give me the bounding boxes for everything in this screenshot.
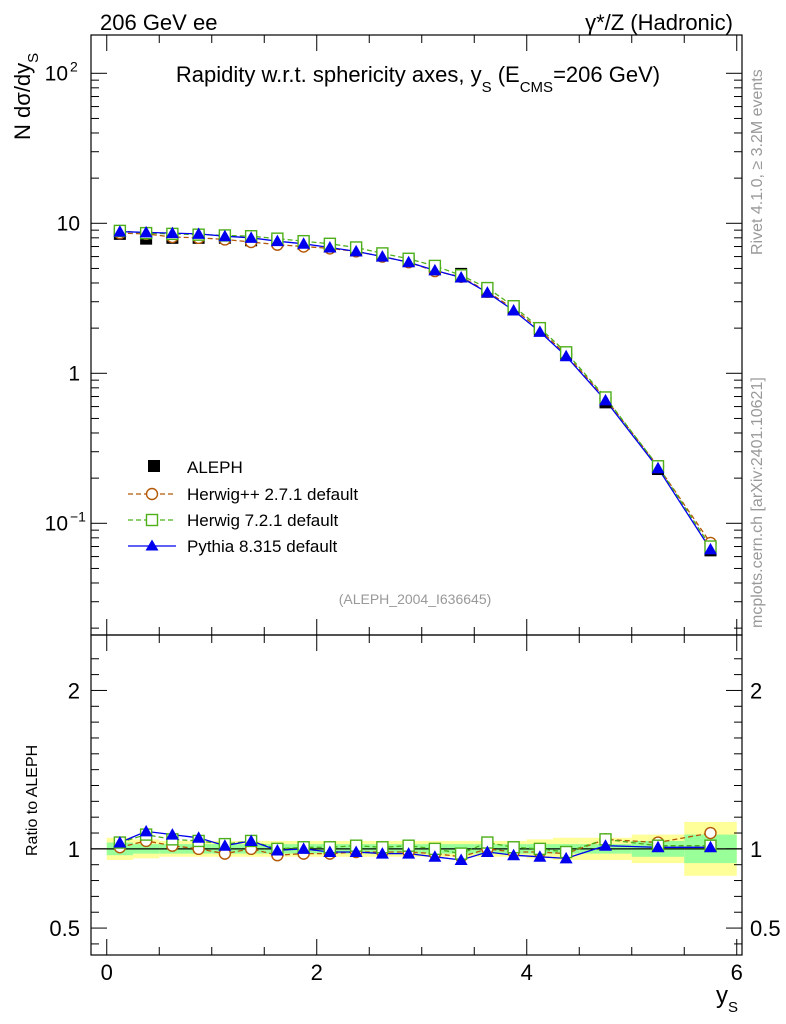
ylabel-main: N dσ/dy xyxy=(10,63,35,140)
title-paren: (E xyxy=(492,62,520,87)
title-rest: =206 GeV) xyxy=(553,62,660,87)
ratio-point-pythia-8-315-default xyxy=(375,847,389,859)
ratio-point-pythia-8-315-default xyxy=(192,831,206,843)
ratio-point-herwig-2-7-1-default xyxy=(704,826,717,840)
title-sub-s: S xyxy=(482,79,492,96)
main-point-pythia-8-315-default xyxy=(349,244,363,257)
main-point-pythia-8-315-default xyxy=(704,542,717,555)
main-y-tick-label: 1 xyxy=(68,362,80,385)
main-point-pythia-8-315-default xyxy=(428,263,442,276)
legend-marker-pythia xyxy=(145,539,159,551)
ratio-point-pythia-8-315-default xyxy=(297,842,311,854)
main-point-pythia-8-315-default xyxy=(533,325,547,337)
main-panel-series xyxy=(113,224,717,557)
xlabel-main: y xyxy=(716,982,728,1009)
ratio-point-pythia-8-315-default xyxy=(323,845,337,858)
ratio-point-pythia-8-315-default xyxy=(349,845,363,858)
header-left: 206 GeV ee xyxy=(100,10,217,35)
ratio-y-tick-label-right: 1 xyxy=(750,837,762,862)
ratio-panel-bands xyxy=(91,821,742,876)
ratio-y-tick-label-right: 2 xyxy=(750,678,762,703)
ratio-point-pythia-8-315-default xyxy=(599,839,612,851)
ratio-point-pythia-8-315-default xyxy=(651,840,665,853)
ratio-y-tick-label-left: 1 xyxy=(68,837,80,862)
ratio-point-pythia-8-315-default xyxy=(454,853,468,865)
main-point-pythia-8-315-default xyxy=(165,226,179,239)
main-line-herwig-2-7-1-default xyxy=(119,232,712,544)
legend-entry-herwigpp: Herwig++ 2.7.1 default xyxy=(128,485,358,504)
title-sub-cms: CMS xyxy=(520,79,553,96)
main-y-tick-label-exponent: 2 xyxy=(70,58,78,74)
ratio-y-tick-label-left: 2 xyxy=(68,678,80,703)
main-point-pythia-8-315-default xyxy=(270,234,284,247)
main-point-pythia-8-315-default xyxy=(113,225,127,237)
ratio-y-tick-label-left: 0.5 xyxy=(49,916,80,941)
ratio-point-pythia-8-315-default xyxy=(428,850,442,862)
ratio-point-pythia-8-315-default xyxy=(218,839,232,851)
ylabel-sub: S xyxy=(25,53,42,63)
ratio-panel-axes: 0.5 0.5 1 1 2 2 0 2 4 6 xyxy=(49,634,781,985)
main-point-pythia-8-315-default xyxy=(651,461,665,474)
main-y-tick-label: 10 xyxy=(45,512,68,535)
legend-entry-aleph: ALEPH xyxy=(148,458,243,477)
main-y-tick-label-exponent: −1 xyxy=(70,508,86,524)
x-tick-label: 0 xyxy=(101,960,113,985)
x-tick-label: 6 xyxy=(731,960,743,985)
main-title: Rapidity w.r.t. sphericity axes, yS (ECM… xyxy=(176,62,660,96)
main-point-pythia-8-315-default xyxy=(375,250,389,262)
ratio-point-pythia-8-315-default xyxy=(507,848,521,861)
ratio-y-axis-label: Ratio to ALEPH xyxy=(24,745,41,856)
x-axis-label: yS xyxy=(716,982,738,1016)
main-point-pythia-8-315-default xyxy=(599,393,612,406)
ratio-point-pythia-8-315-default xyxy=(704,840,717,853)
ratio-point-pythia-8-315-default xyxy=(244,834,258,846)
main-point-pythia-8-315-default xyxy=(323,240,337,253)
x-tick-label: 4 xyxy=(521,960,533,985)
analysis-id-label: (ALEPH_2004_I636645) xyxy=(339,591,492,607)
ratio-y-tick-label-right: 0.5 xyxy=(750,916,781,941)
main-point-pythia-8-315-default xyxy=(559,349,573,362)
main-point-pythia-8-315-default xyxy=(480,286,494,298)
ratio-point-pythia-8-315-default xyxy=(139,824,153,837)
ratio-point-pythia-8-315-default xyxy=(270,843,284,856)
main-y-tick-label: 10 xyxy=(57,212,80,235)
header-right: γ*/Z (Hadronic) xyxy=(585,10,733,35)
main-point-pythia-8-315-default xyxy=(218,229,232,242)
mcplots-credit-label: mcplots.cern.ch [arXiv:2401.10621] xyxy=(749,377,766,628)
main-y-axis-label: N dσ/dyS xyxy=(10,53,42,140)
x-tick-label: 2 xyxy=(311,960,323,985)
main-point-pythia-8-315-default xyxy=(454,271,468,283)
legend: ALEPH Herwig++ 2.7.1 default Herwig 7.2.… xyxy=(128,458,358,556)
main-point-pythia-8-315-default xyxy=(192,227,206,239)
legend-marker-aleph xyxy=(148,460,160,472)
main-point-pythia-8-315-default xyxy=(297,237,311,249)
main-y-tick-label: 10 xyxy=(45,62,68,85)
title-main: Rapidity w.r.t. sphericity axes, y xyxy=(176,62,482,87)
main-line-herwig-7-2-1-default xyxy=(119,230,712,547)
ratio-point-pythia-8-315-default xyxy=(113,836,127,848)
ratio-point-pythia-8-315-default xyxy=(402,847,416,859)
ratio-point-pythia-8-315-default xyxy=(165,828,179,840)
legend-label-pythia: Pythia 8.315 default xyxy=(187,537,338,556)
legend-marker-herwigpp xyxy=(145,487,159,501)
ratio-point-pythia-8-315-default xyxy=(480,845,494,858)
legend-label-herwigpp: Herwig++ 2.7.1 default xyxy=(187,485,358,504)
main-point-pythia-8-315-default xyxy=(402,255,416,268)
main-point-pythia-8-315-default xyxy=(244,231,258,243)
xlabel-sub: S xyxy=(728,999,738,1016)
legend-label-aleph: ALEPH xyxy=(187,458,243,477)
legend-marker-herwig7 xyxy=(145,513,159,527)
ratio-point-pythia-8-315-default xyxy=(533,850,547,862)
ratio-frame xyxy=(90,634,743,956)
legend-label-herwig7: Herwig 7.2.1 default xyxy=(187,511,338,530)
rivet-version-label: Rivet 4.1.0, ≥ 3.2M events xyxy=(749,69,766,255)
legend-entry-herwig7: Herwig 7.2.1 default xyxy=(128,511,338,530)
ratio-point-pythia-8-315-default xyxy=(559,851,573,864)
main-point-pythia-8-315-default xyxy=(139,225,153,238)
main-point-pythia-8-315-default xyxy=(507,304,521,316)
legend-entry-pythia: Pythia 8.315 default xyxy=(128,537,338,556)
ratio-panel-series xyxy=(113,824,717,865)
